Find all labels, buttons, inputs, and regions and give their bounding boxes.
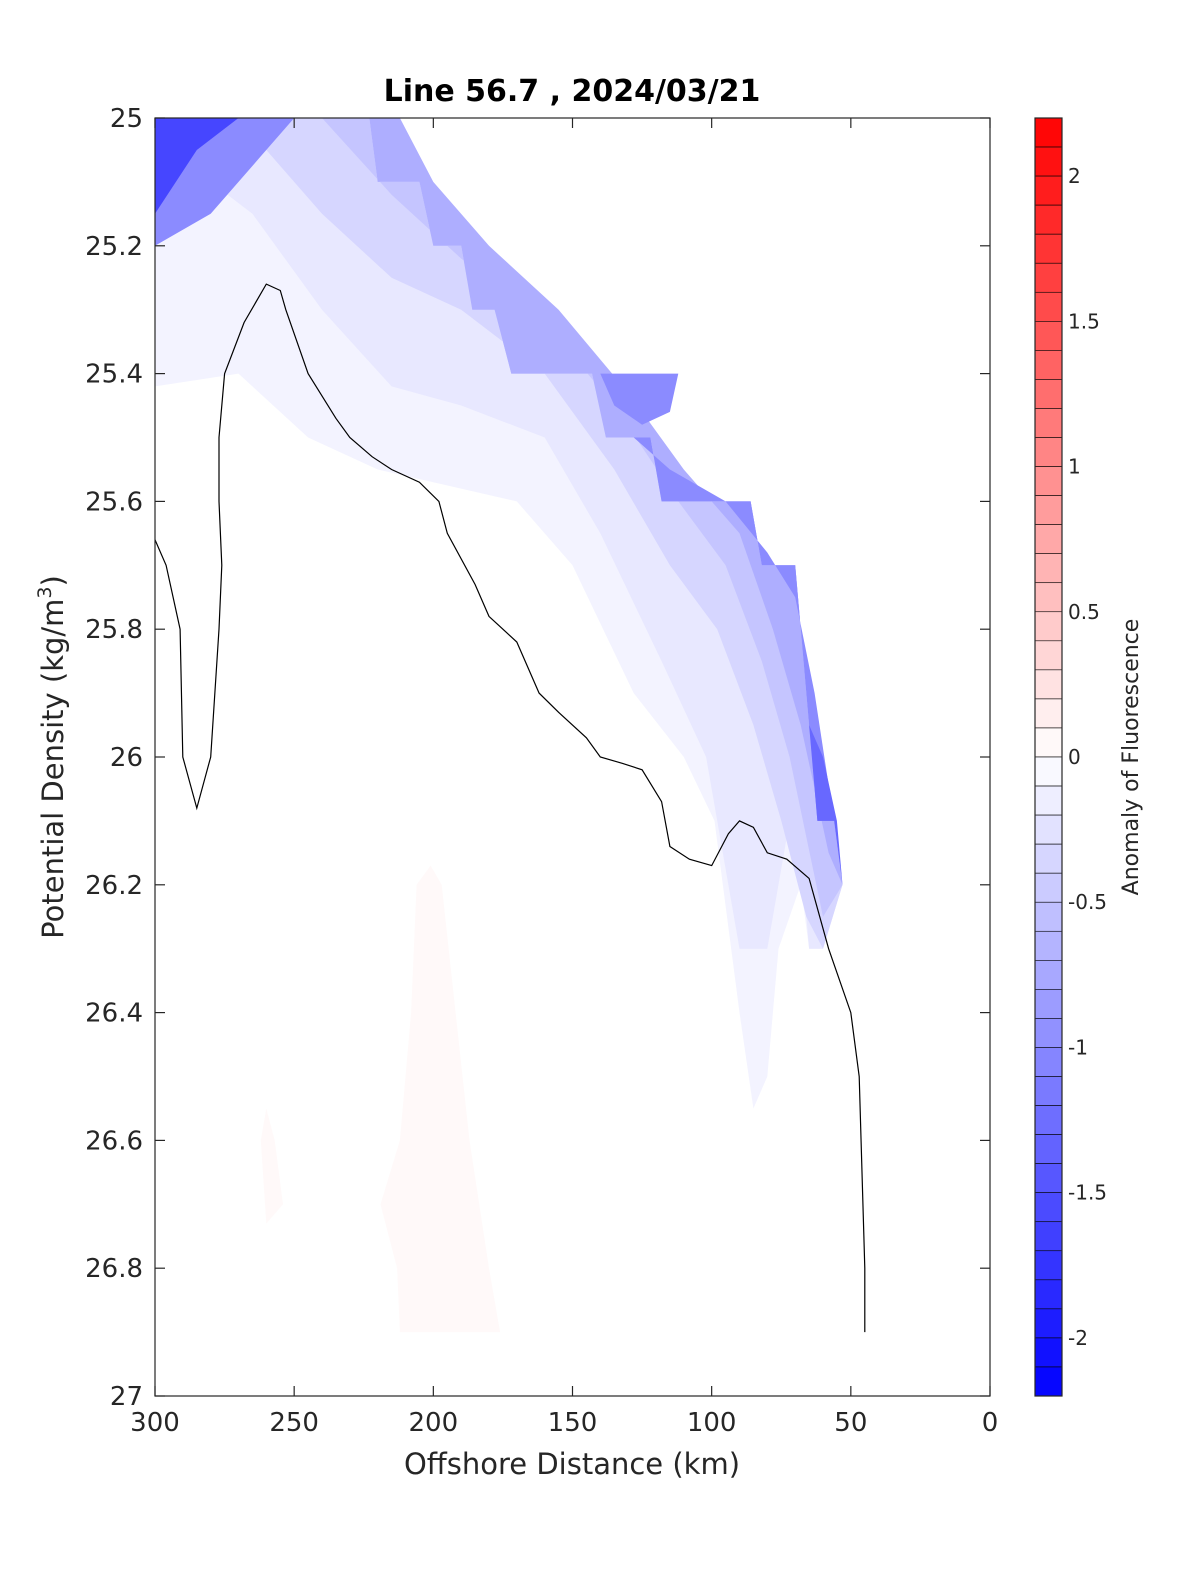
y-tick-label: 25 [110, 104, 143, 134]
x-axis-label: Offshore Distance (km) [404, 1447, 740, 1481]
contour-region-6 [809, 725, 843, 885]
colorbar-band [1034, 146, 1063, 177]
colorbar-band [1034, 1337, 1063, 1368]
colorbar-band [1034, 553, 1063, 584]
colorbar-band [1034, 437, 1063, 467]
colorbar-band [1034, 640, 1063, 671]
y-tick-label: 26.8 [85, 1254, 143, 1284]
x-tick-label: 250 [269, 1408, 319, 1438]
colorbar-band [1034, 262, 1063, 293]
colorbar-band [1034, 785, 1063, 816]
contour-region-9 [600, 373, 679, 425]
colorbar-band [1034, 1192, 1063, 1223]
colorbar-tick-label: -1.5 [1068, 1181, 1107, 1205]
y-axis-label-close: ) [36, 575, 70, 586]
colorbar-band [1034, 1134, 1063, 1164]
colorbar-tick-label: -0.5 [1068, 890, 1107, 914]
colorbar-tick-label: -2 [1068, 1326, 1088, 1350]
colorbar-tick-label: 1.5 [1068, 309, 1100, 333]
colorbar-band [1034, 872, 1063, 903]
colorbar-band [1034, 698, 1063, 729]
contour-region-10 [380, 865, 501, 1333]
colorbar-band [1034, 321, 1063, 351]
colorbar-tick-label: -1 [1068, 1035, 1088, 1059]
colorbar-band [1034, 960, 1063, 990]
colorbar-band [1034, 524, 1063, 554]
colorbar-band [1034, 1076, 1063, 1106]
x-tick-label: 100 [687, 1408, 737, 1438]
colorbar-band [1034, 204, 1063, 235]
y-tick-label: 26.6 [85, 1126, 143, 1156]
colorbar-frame [1034, 117, 1063, 1397]
zero-contour-line-0 [155, 283, 866, 1333]
y-axis-ticks: 25 25.2 25.4 25.6 25.8 26 26.2 26.4 26.6 26.8 27 [85, 104, 990, 1412]
colorbar-band [1034, 814, 1063, 845]
colorbar-band [1034, 291, 1063, 322]
colorbar-band [1034, 1308, 1063, 1339]
contour-region-8 [155, 118, 239, 214]
x-tick-label: 50 [834, 1408, 867, 1438]
colorbar-band [1034, 1105, 1063, 1135]
colorbar-band [1034, 495, 1063, 525]
contour-region-11 [260, 1108, 283, 1224]
y-tick-label: 25.6 [85, 487, 143, 517]
x-tick-label: 0 [982, 1408, 999, 1438]
colorbar-ticks: 2 1.5 1 0.5 0 -0.5 -1 -1.5 -2 [1068, 164, 1107, 1350]
y-tick-label: 27 [110, 1382, 143, 1412]
contour-fill-layer [155, 118, 843, 1333]
colorbar-band [1034, 408, 1063, 438]
x-tick-label: 300 [130, 1408, 180, 1438]
chart-title: Line 56.7 , 2024/03/21 [384, 74, 761, 109]
x-tick-label: 200 [409, 1408, 459, 1438]
colorbar-band [1034, 611, 1063, 642]
colorbar-band [1034, 843, 1063, 874]
colorbar-band [1034, 379, 1063, 409]
colorbar-band [1034, 1279, 1063, 1310]
y-axis-label: Potential Density (kg/m3) [34, 575, 70, 939]
y-tick-label: 26 [110, 743, 143, 773]
colorbar-tick-label: 0.5 [1068, 600, 1100, 624]
colorbar-band [1034, 930, 1063, 961]
contour-region-4 [369, 118, 843, 885]
y-tick-label: 25.4 [85, 360, 143, 390]
colorbar-tick-label: 1 [1068, 455, 1081, 479]
colorbar-label: Anomaly of Fluorescence [1119, 619, 1144, 896]
colorbar-band [1034, 989, 1063, 1019]
colorbar-band [1034, 669, 1063, 700]
colorbar-band [1034, 117, 1063, 148]
colorbar [1034, 117, 1063, 1397]
y-axis-label-text: Potential Density (kg/m [36, 599, 70, 939]
colorbar-band [1034, 1018, 1063, 1048]
x-tick-label: 150 [548, 1408, 598, 1438]
y-tick-label: 26.2 [85, 871, 143, 901]
x-axis-ticks: 300 250 200 150 100 50 0 [130, 118, 998, 1438]
y-tick-label: 26.4 [85, 999, 143, 1029]
y-tick-label: 25.2 [85, 232, 143, 262]
y-tick-label: 25.8 [85, 615, 143, 645]
contour-region-0 [155, 118, 843, 1109]
colorbar-band [1034, 1047, 1063, 1077]
colorbar-band [1034, 901, 1063, 932]
colorbar-band [1034, 466, 1063, 496]
colorbar-band [1034, 1221, 1063, 1252]
y-axis-label-superscript: 3 [34, 586, 56, 598]
colorbar-band [1034, 582, 1063, 613]
contour-line-layer [155, 283, 866, 1333]
colorbar-band [1034, 1366, 1063, 1397]
colorbar-band [1034, 175, 1063, 206]
colorbar-tick-label: 2 [1068, 164, 1081, 188]
colorbar-band [1034, 233, 1063, 264]
colorbar-band [1034, 756, 1063, 787]
colorbar-band [1034, 1163, 1063, 1193]
colorbar-band [1034, 727, 1063, 758]
colorbar-band [1034, 1250, 1063, 1281]
colorbar-band [1034, 350, 1063, 380]
colorbar-tick-label: 0 [1068, 745, 1081, 769]
